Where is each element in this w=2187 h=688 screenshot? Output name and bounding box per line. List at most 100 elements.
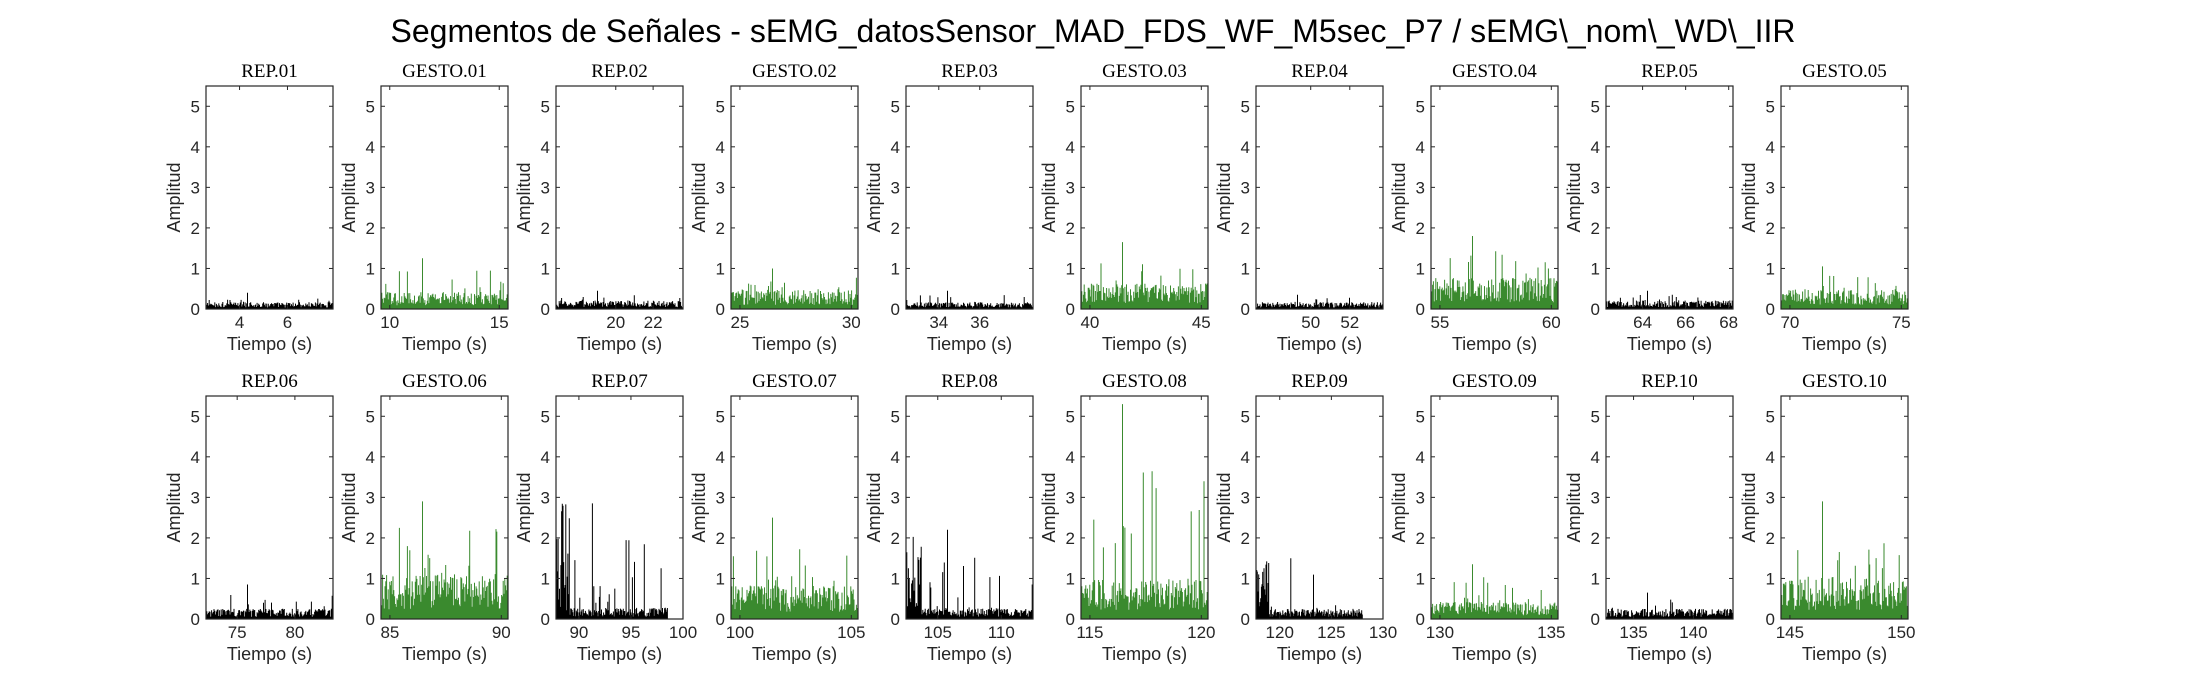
y-tick-label: 5 [1066, 97, 1075, 116]
signal-trace-rep [205, 584, 334, 619]
y-tick-label: 0 [541, 300, 550, 319]
y-tick-label: 0 [1766, 300, 1775, 319]
x-axis-label: Tiempo (s) [1802, 334, 1887, 354]
y-tick-label: 4 [1591, 448, 1600, 467]
x-tick-label: 135 [1619, 623, 1647, 642]
x-tick-label: 40 [1080, 313, 1099, 332]
subplot-title: REP.10 [1641, 371, 1698, 392]
y-axis-label: Amplitud [514, 162, 534, 232]
y-tick-label: 2 [1066, 529, 1075, 548]
subplot-gesto-10: 0 1 2 3 4 5 145 150 GESTO.10 Tiempo (s) Amplitud [1739, 371, 1916, 664]
x-tick-label: 64 [1633, 313, 1652, 332]
y-axis-label: Amplitud [1564, 472, 1584, 542]
y-tick-label: 3 [1766, 178, 1775, 197]
y-tick-label: 3 [366, 178, 375, 197]
x-tick-label: 52 [1340, 313, 1359, 332]
y-tick-label: 2 [1241, 529, 1250, 548]
y-tick-label: 2 [366, 219, 375, 238]
subplot-title: GESTO.07 [752, 371, 837, 392]
subplot-rep-08: 0 1 2 3 4 5 105 110 REP.08 Tiempo (s) Amplitud [864, 371, 1034, 664]
x-axis-label: Tiempo (s) [1452, 644, 1537, 664]
y-tick-label: 4 [191, 448, 200, 467]
subplot-title: GESTO.02 [752, 61, 837, 82]
y-tick-label: 0 [191, 610, 200, 629]
y-tick-label: 5 [541, 97, 550, 116]
y-tick-label: 4 [1766, 138, 1775, 157]
y-tick-label: 0 [1766, 610, 1775, 629]
y-tick-label: 0 [366, 610, 375, 629]
y-tick-label: 3 [541, 488, 550, 507]
subplot-rep-05: 0 1 2 3 4 5 64 66 68 REP.05 Tiempo (s) Amplitud [1564, 61, 1738, 354]
x-tick-label: 105 [837, 623, 865, 642]
y-tick-label: 5 [1766, 97, 1775, 116]
y-tick-label: 0 [891, 610, 900, 629]
y-tick-label: 2 [1766, 219, 1775, 238]
y-tick-label: 3 [1416, 178, 1425, 197]
subplot-rep-04: 0 1 2 3 4 5 50 52 REP.04 Tiempo (s) Amplitud [1214, 61, 1384, 354]
x-tick-label: 105 [924, 623, 952, 642]
signal-trace-gesto [730, 517, 859, 619]
y-axis-label: Amplitud [514, 472, 534, 542]
x-axis-label: Tiempo (s) [402, 334, 487, 354]
x-tick-label: 145 [1776, 623, 1804, 642]
signal-trace-gesto [380, 501, 509, 619]
y-axis-label: Amplitud [1214, 472, 1234, 542]
x-tick-label: 130 [1369, 623, 1397, 642]
y-axis-label: Amplitud [1389, 162, 1409, 232]
signal-trace-rep [1255, 558, 1363, 619]
subplot-title: REP.02 [591, 61, 648, 82]
y-tick-label: 1 [541, 569, 550, 588]
y-tick-label: 0 [541, 610, 550, 629]
axes-box [905, 85, 1034, 310]
y-tick-label: 4 [1241, 138, 1250, 157]
y-tick-label: 1 [891, 569, 900, 588]
y-tick-label: 5 [1766, 407, 1775, 426]
x-tick-label: 6 [283, 313, 292, 332]
y-tick-label: 3 [716, 488, 725, 507]
y-axis-label: Amplitud [864, 472, 884, 542]
axes-box [555, 395, 684, 620]
x-tick-label: 15 [490, 313, 509, 332]
x-tick-label: 30 [842, 313, 861, 332]
x-tick-label: 135 [1537, 623, 1565, 642]
x-axis-label: Tiempo (s) [752, 334, 837, 354]
subplot-gesto-08: 0 1 2 3 4 5 115 120 GESTO.08 Tiempo (s) Amplitud [1039, 371, 1216, 664]
y-tick-label: 0 [716, 610, 725, 629]
y-axis-label: Amplitud [339, 472, 359, 542]
x-tick-label: 70 [1780, 313, 1799, 332]
y-tick-label: 3 [1066, 178, 1075, 197]
y-tick-label: 1 [1241, 259, 1250, 278]
y-tick-label: 3 [1766, 488, 1775, 507]
y-axis-label: Amplitud [339, 162, 359, 232]
signal-trace-rep [1605, 290, 1734, 309]
y-tick-label: 1 [1241, 569, 1250, 588]
axes-box [1430, 395, 1559, 620]
signal-trace-gesto [730, 268, 859, 309]
subplot-gesto-05: 0 1 2 3 4 5 70 75 GESTO.05 Tiempo (s) Amplitud [1739, 61, 1911, 354]
x-tick-label: 10 [380, 313, 399, 332]
x-tick-label: 110 [988, 623, 1015, 642]
y-tick-label: 3 [191, 178, 200, 197]
y-tick-label: 4 [891, 448, 900, 467]
y-tick-label: 5 [891, 407, 900, 426]
x-tick-label: 120 [1266, 623, 1294, 642]
y-tick-label: 4 [1416, 448, 1425, 467]
y-tick-label: 1 [1416, 569, 1425, 588]
y-tick-label: 2 [1591, 219, 1600, 238]
y-tick-label: 4 [541, 448, 550, 467]
x-tick-label: 66 [1676, 313, 1695, 332]
y-tick-label: 3 [1241, 488, 1250, 507]
y-tick-label: 2 [891, 219, 900, 238]
subplot-gesto-01: 0 1 2 3 4 5 10 15 GESTO.01 Tiempo (s) Amplitud [339, 61, 509, 354]
y-axis-label: Amplitud [1039, 162, 1059, 232]
y-tick-label: 1 [1066, 259, 1075, 278]
axes-box [730, 85, 859, 310]
x-tick-label: 34 [929, 313, 948, 332]
y-tick-label: 1 [716, 569, 725, 588]
signal-trace-rep [555, 290, 684, 309]
x-axis-label: Tiempo (s) [1627, 644, 1712, 664]
axes-box [380, 85, 509, 310]
y-tick-label: 0 [1241, 610, 1250, 629]
